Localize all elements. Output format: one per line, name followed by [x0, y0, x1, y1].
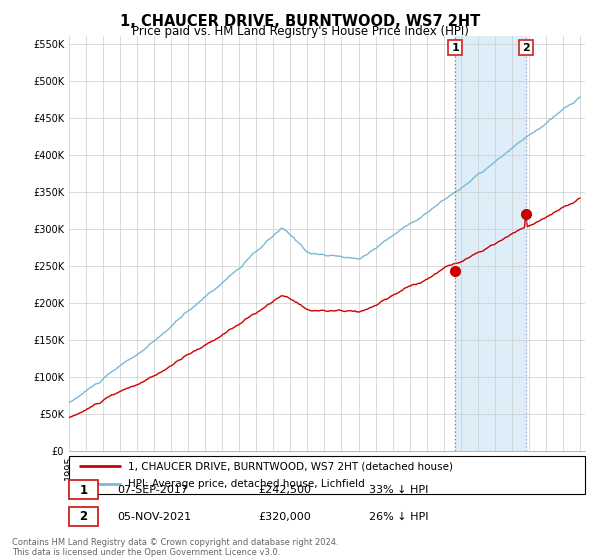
Text: 1: 1 — [451, 43, 459, 53]
Bar — [455, 36, 526, 451]
Text: Price paid vs. HM Land Registry's House Price Index (HPI): Price paid vs. HM Land Registry's House … — [131, 25, 469, 38]
Text: 2: 2 — [79, 510, 88, 524]
Text: 05-NOV-2021: 05-NOV-2021 — [117, 512, 191, 522]
FancyBboxPatch shape — [69, 456, 585, 494]
Text: £242,500: £242,500 — [258, 485, 311, 495]
Text: 26% ↓ HPI: 26% ↓ HPI — [369, 512, 428, 522]
Text: 33% ↓ HPI: 33% ↓ HPI — [369, 485, 428, 495]
Text: 1: 1 — [79, 483, 88, 497]
Text: HPI: Average price, detached house, Lichfield: HPI: Average price, detached house, Lich… — [128, 479, 365, 489]
Text: 1, CHAUCER DRIVE, BURNTWOOD, WS7 2HT (detached house): 1, CHAUCER DRIVE, BURNTWOOD, WS7 2HT (de… — [128, 461, 454, 471]
Text: 2: 2 — [522, 43, 530, 53]
Text: £320,000: £320,000 — [258, 512, 311, 522]
Text: 1, CHAUCER DRIVE, BURNTWOOD, WS7 2HT: 1, CHAUCER DRIVE, BURNTWOOD, WS7 2HT — [120, 14, 480, 29]
Text: Contains HM Land Registry data © Crown copyright and database right 2024.
This d: Contains HM Land Registry data © Crown c… — [12, 538, 338, 557]
Text: 07-SEP-2017: 07-SEP-2017 — [117, 485, 188, 495]
